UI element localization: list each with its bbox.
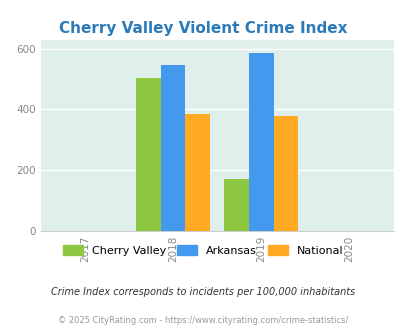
Bar	[224, 179, 248, 231]
Text: © 2025 CityRating.com - https://www.cityrating.com/crime-statistics/: © 2025 CityRating.com - https://www.city…	[58, 315, 347, 325]
Text: Cherry Valley Violent Crime Index: Cherry Valley Violent Crime Index	[59, 21, 346, 36]
Text: Crime Index corresponds to incidents per 100,000 inhabitants: Crime Index corresponds to incidents per…	[51, 287, 354, 297]
Bar	[248, 53, 273, 231]
Bar	[136, 78, 160, 231]
Bar	[273, 116, 298, 231]
Bar	[160, 65, 185, 231]
Bar	[185, 114, 210, 231]
Legend: Cherry Valley, Arkansas, National: Cherry Valley, Arkansas, National	[58, 241, 347, 260]
